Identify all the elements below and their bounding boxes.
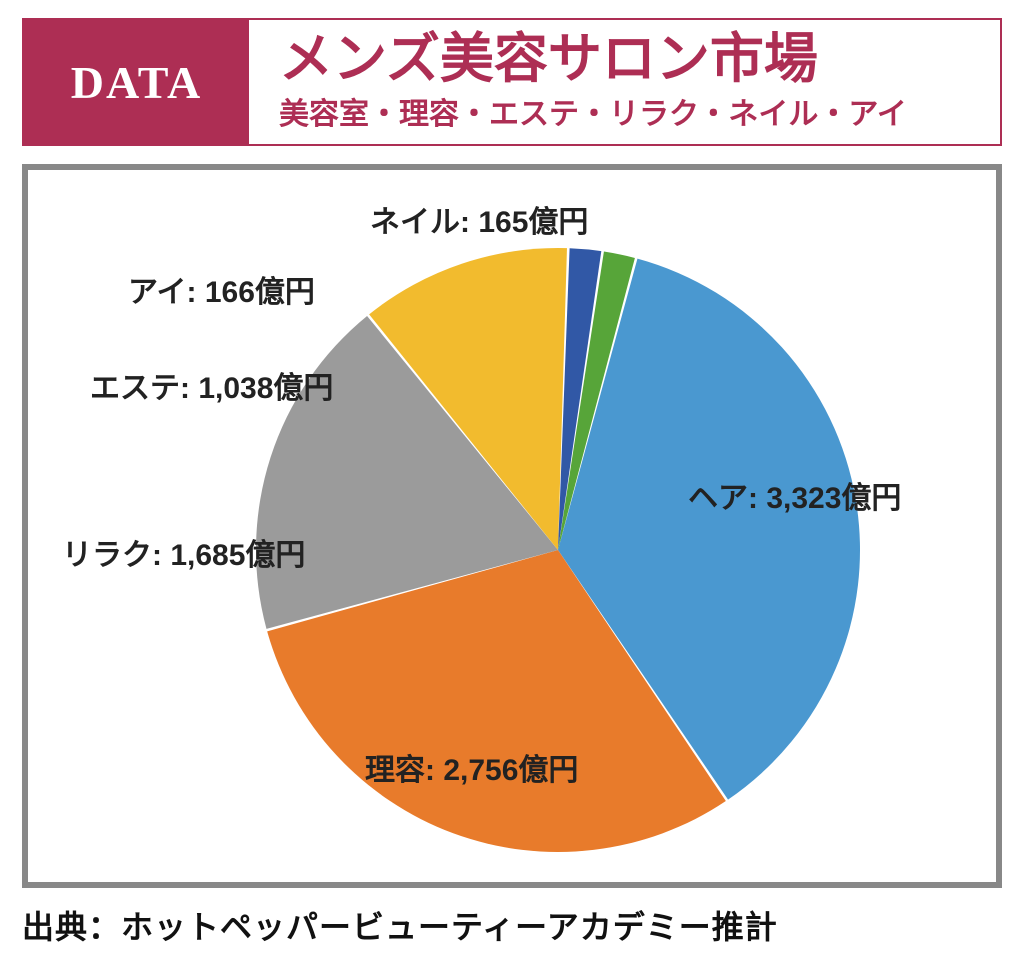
pie-label-アイ: アイ: 166億円 [128,276,315,309]
pie-chart-svg: ヘア: 3,323億円理容: 2,756億円 リラク: 1,685億円 エステ: 1… [28,170,1008,882]
header: DATA メンズ美容サロン市場 美容室・理容・エステ・リラク・ネイル・アイ [22,18,1002,146]
pie-label-ヘア: ヘア: 3,323億円 [688,482,901,515]
pie-label-ネイル: ネイル: 165億円 [370,206,588,239]
pie-label-リラク: リラク: 1,685億円 [62,539,305,572]
page-title: メンズ美容サロン市場 [279,31,1000,88]
page-subtitle: 美容室・理容・エステ・リラク・ネイル・アイ [279,89,1000,133]
pie-chart-panel: ヘア: 3,323億円理容: 2,756億円 リラク: 1,685億円 エステ: 1… [22,164,1002,888]
pie-label-理容: 理容: 2,756億円 [365,754,578,787]
data-badge-text: DATA [71,56,203,109]
header-text: メンズ美容サロン市場 美容室・理容・エステ・リラク・ネイル・アイ [249,20,1000,144]
source-line: 出典：ホットペッパービューティーアカデミー推計 [22,902,1002,948]
pie-label-エステ: エステ: 1,038億円 [90,372,333,405]
data-badge: DATA [24,20,249,144]
